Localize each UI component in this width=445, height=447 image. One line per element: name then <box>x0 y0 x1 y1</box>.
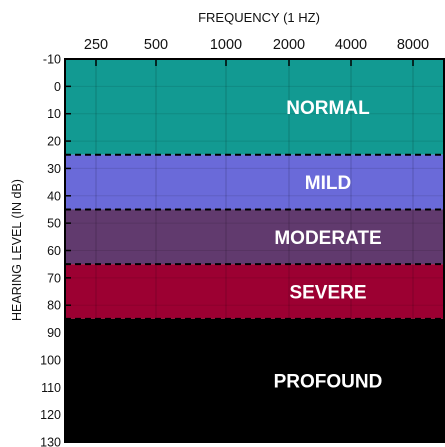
y-tick-label-120: 120 <box>40 408 61 422</box>
band-moderate <box>65 209 445 265</box>
y-tick-label-130: 130 <box>40 436 61 447</box>
y-tick-label-110: 110 <box>41 381 61 395</box>
chart-title: FREQUENCY (1 HZ) <box>198 10 320 25</box>
band-label-normal: NORMAL <box>286 98 370 119</box>
band-normal <box>65 59 445 155</box>
band-profound <box>65 318 445 442</box>
y-tick-label--10: -10 <box>43 53 61 67</box>
x-tick-label-2000: 2000 <box>273 37 305 53</box>
band-severe <box>65 264 445 319</box>
y-tick-label-90: 90 <box>47 326 61 340</box>
band-label-moderate: MODERATE <box>274 228 381 249</box>
y-tick-label-10: 10 <box>47 107 61 121</box>
y-tick-label-60: 60 <box>47 244 61 258</box>
x-tick-label-250: 250 <box>84 37 108 53</box>
y-tick-label-100: 100 <box>40 353 61 367</box>
x-tick-label-4000: 4000 <box>335 37 367 53</box>
band-label-severe: SEVERE <box>289 283 366 304</box>
band-label-profound: PROFOUND <box>274 371 383 392</box>
y-tick-label-0: 0 <box>54 80 61 94</box>
x-tick-label-8000: 8000 <box>397 37 429 53</box>
x-tick-label-1000: 1000 <box>210 37 242 53</box>
y-tick-label-40: 40 <box>47 189 61 203</box>
x-tick-label-500: 500 <box>144 37 168 53</box>
y-tick-label-20: 20 <box>47 135 61 149</box>
band-mild <box>65 154 445 210</box>
y-tick-label-70: 70 <box>47 271 61 285</box>
y-tick-label-80: 80 <box>47 299 61 313</box>
y-tick-label-30: 30 <box>47 162 61 176</box>
band-label-mild: MILD <box>305 173 351 194</box>
y-tick-label-50: 50 <box>47 217 61 231</box>
y-axis-label: HEARING LEVEL (IN dB) <box>10 179 24 321</box>
